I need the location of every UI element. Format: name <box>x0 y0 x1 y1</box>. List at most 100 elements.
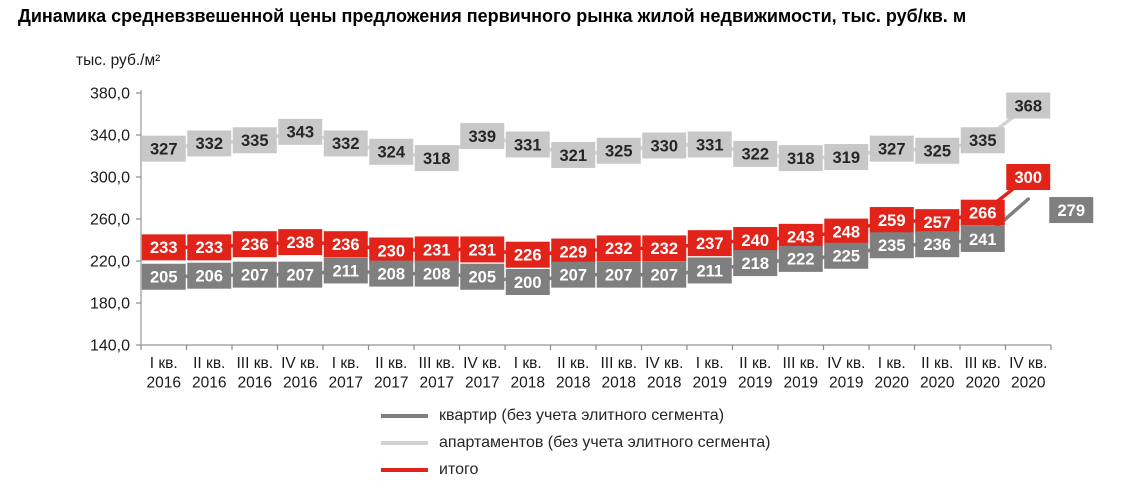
legend-item-apartments: апартаментов (без учета элитного сегмент… <box>381 429 770 456</box>
data-label-apartments: 332 <box>323 130 368 157</box>
data-label-value: 300 <box>1014 169 1042 187</box>
data-label-value: 205 <box>150 269 178 287</box>
data-label-flats: 205 <box>460 263 505 290</box>
y-axis-tick-label: 340,0 <box>90 128 130 145</box>
data-label-total: 236 <box>232 231 277 258</box>
data-label-value: 368 <box>1014 97 1042 115</box>
x-axis-category-label: II кв. 2019 <box>738 355 772 392</box>
x-axis-category-label: IV кв. 2016 <box>281 355 319 392</box>
data-label-value: 321 <box>559 147 587 165</box>
data-label-flats: 207 <box>278 261 323 288</box>
y-axis-unit-label: тыс. руб./м² <box>76 52 161 69</box>
data-label-flats: 207 <box>596 261 641 288</box>
data-label-total: 232 <box>642 235 687 262</box>
data-label-value: 279 <box>1057 202 1085 220</box>
data-label-total: 226 <box>505 241 550 268</box>
x-axis-category-label: IV кв. 2018 <box>645 355 683 392</box>
data-label-flats: 205 <box>141 263 186 290</box>
data-label-value: 225 <box>832 248 860 266</box>
data-label-value: 229 <box>559 243 587 261</box>
legend-item-flats: квартир (без учета элитного сегмента) <box>381 402 770 429</box>
data-label-total: 231 <box>460 236 505 263</box>
data-label-apartments: 339 <box>460 123 505 150</box>
data-label-total: 257 <box>915 209 960 236</box>
data-label-value: 331 <box>514 136 542 154</box>
data-label-value: 232 <box>605 240 633 258</box>
legend-swatch-flats <box>381 413 428 418</box>
y-axis-tick-label: 180,0 <box>90 296 130 313</box>
chart-title: Динамика средневзвешенной цены предложен… <box>18 6 967 26</box>
data-label-value: 208 <box>423 265 451 283</box>
data-label-value: 231 <box>468 241 496 259</box>
x-axis-category-label: II кв. 2020 <box>920 355 955 392</box>
data-label-value: 240 <box>741 232 769 250</box>
x-axis-category-label: I кв. 2016 <box>147 355 181 392</box>
data-label-value: 332 <box>195 135 223 153</box>
legend-label: апартаментов (без учета элитного сегмент… <box>439 433 771 451</box>
data-label-value: 322 <box>741 146 769 164</box>
data-label-value: 257 <box>923 214 951 232</box>
legend-label: квартир (без учета элитного сегмента) <box>439 406 725 424</box>
data-label-apartments: 318 <box>414 145 459 172</box>
data-label-total: 240 <box>733 227 778 253</box>
data-label-value: 327 <box>150 140 178 158</box>
data-label-value: 327 <box>878 140 906 158</box>
data-label-apartments: 322 <box>733 140 778 167</box>
data-label-value: 259 <box>878 212 906 230</box>
data-label-flats: 222 <box>778 245 823 272</box>
data-label-value: 248 <box>832 223 860 241</box>
legend-item-total: итого <box>381 456 770 483</box>
data-label-value: 235 <box>878 237 906 255</box>
data-label-value: 200 <box>514 274 542 292</box>
y-axis-tick-label: 220,0 <box>90 254 130 271</box>
data-label-apartments: 330 <box>642 132 687 159</box>
data-label-apartments: 325 <box>596 137 641 164</box>
data-label-flats: 218 <box>733 250 778 277</box>
data-label-apartments: 332 <box>187 130 232 157</box>
data-label-value: 211 <box>696 262 723 280</box>
x-axis-category-label: I кв. 2020 <box>875 355 910 392</box>
data-label-value: 211 <box>332 262 359 280</box>
data-label-apartments: 325 <box>915 137 960 164</box>
data-label-total: 233 <box>187 234 232 261</box>
y-axis-tick-label: 140,0 <box>90 338 130 355</box>
data-label-value: 208 <box>377 265 405 283</box>
data-label-value: 325 <box>605 143 633 161</box>
data-label-total: 233 <box>141 234 186 261</box>
data-label-value: 207 <box>605 266 633 284</box>
y-axis-tick-label: 380,0 <box>90 86 130 103</box>
data-label-value: 236 <box>241 236 269 254</box>
data-label-value: 206 <box>195 268 223 286</box>
data-label-flats: 225 <box>824 242 869 269</box>
data-label-value: 207 <box>650 266 678 284</box>
data-label-value: 226 <box>514 247 542 265</box>
data-label-total: 229 <box>551 238 596 265</box>
data-label-value: 232 <box>650 240 678 258</box>
data-label-total: 259 <box>869 207 914 234</box>
data-label-value: 233 <box>150 239 178 257</box>
data-label-total: 266 <box>960 199 1005 226</box>
data-label-value: 231 <box>423 241 451 259</box>
y-axis-tick-label: 260,0 <box>90 212 130 229</box>
data-label-apartments: 335 <box>960 127 1005 154</box>
data-label-value: 207 <box>286 266 314 284</box>
data-label-value: 236 <box>923 236 951 254</box>
data-label-flats: 200 <box>505 269 550 295</box>
data-label-value: 241 <box>969 231 997 249</box>
x-axis-category-label: III кв. 2020 <box>964 355 1001 392</box>
data-label-value: 205 <box>468 269 496 287</box>
data-label-apartments: 319 <box>824 144 869 171</box>
x-axis-category-label: I кв. 2019 <box>693 355 727 392</box>
legend-swatch-apartments <box>381 440 428 445</box>
data-label-flats: 208 <box>414 260 459 287</box>
data-label-value: 233 <box>195 239 223 257</box>
data-label-value: 207 <box>241 266 269 284</box>
data-label-flats: 208 <box>369 260 414 287</box>
data-label-value: 236 <box>332 236 360 254</box>
data-label-total: 238 <box>278 229 323 256</box>
x-axis-category-label: III кв. 2016 <box>236 355 273 392</box>
data-label-value: 318 <box>423 150 451 168</box>
data-label-value: 330 <box>650 137 678 155</box>
data-label-value: 335 <box>241 132 269 150</box>
data-label-apartments: 318 <box>778 145 823 172</box>
